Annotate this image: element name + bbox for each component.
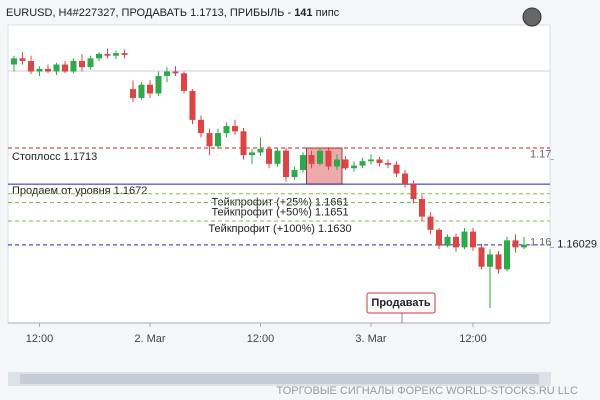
plot-area: [7, 24, 551, 324]
candle-body: [36, 68, 43, 72]
candle-body: [291, 170, 298, 178]
candle-body: [521, 244, 527, 248]
candle-body: [113, 53, 119, 56]
candle-body: [19, 58, 26, 61]
candle-body: [240, 131, 247, 156]
candle-body: [359, 161, 366, 166]
candle-body: [470, 231, 476, 248]
candle-body: [181, 73, 187, 91]
chart-title: EURUSD, H4#227327, ПРОДАВАТЬ 1.1713, ПРИ…: [6, 7, 340, 19]
candle-body: [393, 164, 400, 174]
candle-body: [79, 60, 85, 68]
level-label: 1.16029: [557, 239, 597, 251]
candle-body: [410, 184, 417, 200]
globe-icon[interactable]: [522, 7, 542, 27]
candle-body: [223, 126, 230, 134]
candle-body: [317, 150, 323, 164]
candle-body: [266, 148, 272, 164]
footer: ТОРГОВЫЕ СИГНАЛЫ ФОРЕКС WORLD-STOCKS.RU …: [276, 385, 578, 397]
candle-body: [130, 89, 136, 98]
signal-box: [366, 292, 436, 314]
scroll-thumb[interactable]: [20, 374, 539, 384]
candle-body: [342, 159, 349, 169]
candle-body: [512, 240, 519, 248]
candle-body: [300, 155, 306, 171]
candle-body: [419, 199, 425, 217]
candle-body: [385, 162, 391, 165]
level-label: Тейкпрофит (+100%) 1.1630: [208, 223, 351, 235]
candle-body: [28, 60, 34, 72]
candle-body: [495, 254, 502, 270]
y-tick-label: 1.17: [530, 148, 551, 160]
candle-body: [478, 247, 485, 267]
candle-body: [215, 133, 221, 147]
title: EURUSD, H4#227327, ПРОДАВАТЬ 1.1713, ПРИ…: [6, 7, 291, 19]
x-tick-label: 12:00: [459, 333, 487, 345]
candle-body: [249, 152, 255, 156]
candle-body: [104, 53, 111, 56]
level-label: Продаем от уровня 1.1672: [12, 185, 147, 197]
candle-body: [155, 75, 162, 94]
level-label: Тейкпрофит (+50%) 1.1651: [211, 206, 348, 218]
candle-body: [164, 71, 170, 76]
candle-body: [232, 126, 238, 132]
candle-body: [257, 148, 264, 153]
candle-body: [504, 240, 510, 270]
profit: 141: [294, 7, 312, 19]
candle-body: [376, 159, 383, 163]
profit-unit: пипс: [316, 7, 340, 19]
x-tick-label: 3. Mar: [355, 333, 387, 345]
candle-body: [138, 84, 145, 98]
candle-body: [53, 64, 60, 72]
candle-body: [62, 64, 68, 72]
candle-body: [487, 254, 493, 267]
candle-body: [325, 150, 332, 167]
candle-body: [444, 236, 451, 246]
level-label: Стоплосс 1.1713: [12, 151, 97, 163]
candle-body: [198, 119, 204, 134]
candle-body: [189, 90, 196, 120]
candle-body: [87, 58, 94, 68]
candle-body: [436, 229, 442, 246]
candle-body: [206, 133, 213, 147]
candle-body: [121, 53, 128, 55]
candle-body: [274, 150, 281, 164]
candle-body: [283, 150, 289, 178]
candle-body: [96, 53, 102, 59]
x-tick-label: 2. Mar: [134, 333, 166, 345]
candle-body: [11, 58, 17, 65]
candle-body: [45, 68, 51, 72]
x-tick-label: 12:00: [247, 333, 275, 345]
candle-body: [172, 71, 179, 74]
y-tick-label: 1.16: [530, 236, 551, 248]
level-label: Тейкпрофит (+25%) 1.1661: [211, 197, 348, 209]
x-tick-label: 12:00: [26, 333, 54, 345]
candle-body: [402, 173, 408, 185]
candle-body: [461, 231, 468, 248]
candle-body: [334, 159, 340, 167]
candle-body: [351, 165, 357, 169]
candle-body: [427, 216, 434, 230]
candle-body: [147, 84, 153, 94]
candle-body: [368, 159, 374, 162]
signal-label: Продавать: [371, 297, 430, 309]
candle-body: [70, 60, 77, 72]
candle-body: [308, 155, 315, 164]
candle-body: [453, 236, 459, 248]
